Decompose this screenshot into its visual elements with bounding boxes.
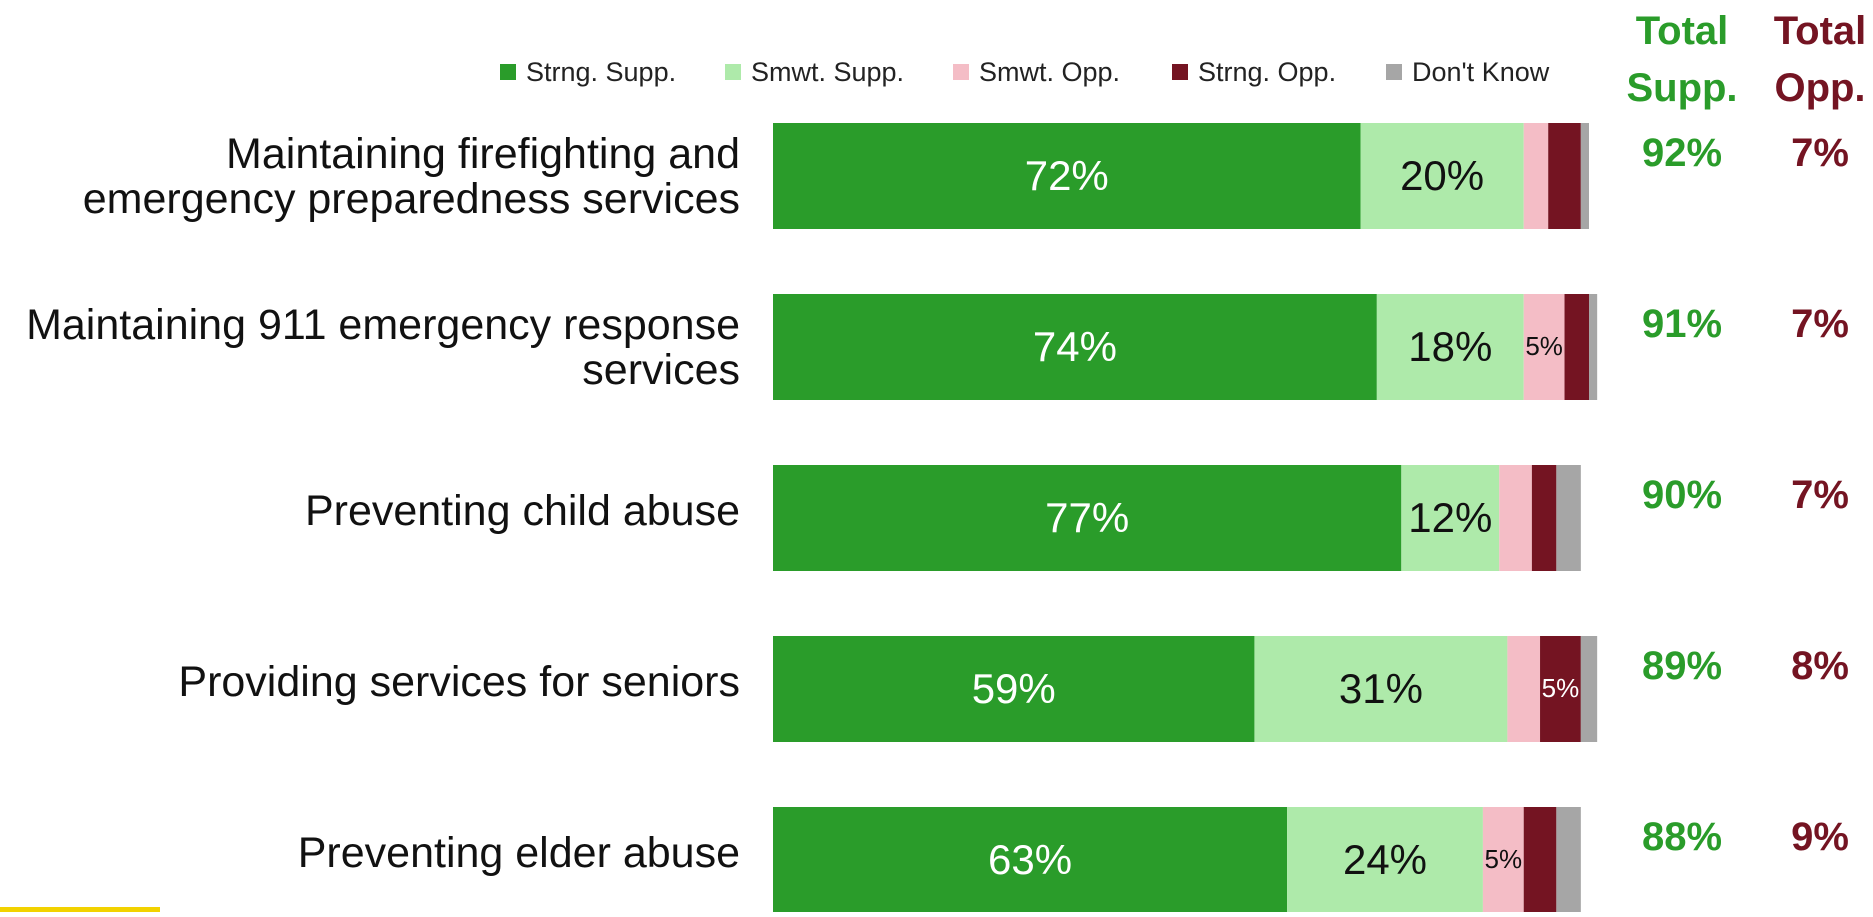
data-label: 18%	[1408, 323, 1492, 370]
legend-swatch	[500, 64, 516, 80]
total-oppose-value: 7%	[1791, 131, 1849, 175]
category-label: Maintaining 911 emergency response servic…	[26, 301, 740, 394]
total-oppose-header: Total	[1774, 9, 1867, 53]
bar-segment	[1523, 807, 1557, 913]
total-oppose-value: 7%	[1791, 302, 1849, 346]
total-oppose-value: 8%	[1791, 644, 1849, 688]
bar-segment	[1589, 294, 1598, 400]
total-support-header: Supp.	[1626, 66, 1737, 110]
accent-strip	[0, 907, 160, 912]
total-oppose-value: 9%	[1791, 815, 1849, 859]
bar-segment	[773, 123, 1361, 229]
category-label-line: Maintaining 911 emergency response	[26, 301, 740, 349]
data-label: 5%	[1525, 331, 1563, 361]
bar-segment	[1287, 807, 1483, 913]
category-label: Preventing elder abuse	[298, 829, 740, 877]
data-label: 31%	[1339, 665, 1423, 712]
bar-segment	[1401, 465, 1500, 571]
data-label: 24%	[1343, 836, 1427, 883]
bar-segment	[773, 465, 1402, 571]
total-oppose-header: Opp.	[1774, 66, 1865, 110]
legend-swatch	[953, 64, 969, 80]
bar-segment	[773, 807, 1288, 913]
legend-label: Strng. Opp.	[1198, 57, 1336, 87]
category-label-line: Maintaining firefighting and	[226, 130, 740, 178]
total-oppose-value: 7%	[1791, 473, 1849, 517]
legend-label: Strng. Supp.	[526, 57, 676, 87]
total-support-header: Total	[1636, 9, 1729, 53]
bar-segment	[1360, 123, 1524, 229]
bar-segment	[1564, 294, 1589, 400]
bar-segment	[1523, 294, 1565, 400]
bar-segment	[1556, 465, 1581, 571]
category-label-line: emergency preparedness services	[83, 175, 740, 223]
bar-segment	[1376, 294, 1524, 400]
data-label: 59%	[972, 665, 1056, 712]
category-label-line: services	[582, 346, 740, 394]
legend-swatch	[1172, 64, 1188, 80]
bar-segment	[1580, 636, 1598, 742]
legend-swatch	[725, 64, 741, 80]
bar-segment	[1556, 807, 1581, 913]
category-label: Preventing child abuse	[305, 487, 740, 535]
data-label: 72%	[1025, 152, 1109, 199]
bar-segment	[1254, 636, 1508, 742]
total-support-value: 90%	[1642, 473, 1722, 517]
bar-segment	[1548, 123, 1581, 229]
bar-segment	[773, 636, 1255, 742]
data-label: 63%	[988, 836, 1072, 883]
bar-segment	[1507, 636, 1541, 742]
category-label: Providing services for seniors	[178, 658, 740, 706]
legend-swatch	[1386, 64, 1402, 80]
legend-label: Smwt. Opp.	[979, 57, 1120, 87]
data-label: 74%	[1033, 323, 1117, 370]
total-support-value: 91%	[1642, 302, 1722, 346]
bar-segment	[1482, 807, 1524, 913]
total-support-value: 88%	[1642, 815, 1722, 859]
legend-label: Smwt. Supp.	[751, 57, 904, 87]
bar-segment	[1580, 123, 1589, 229]
bar-segment	[1523, 123, 1549, 229]
data-label: 20%	[1400, 152, 1484, 199]
category-label: Maintaining firefighting and emergency pr…	[83, 130, 740, 223]
data-label: 12%	[1408, 494, 1492, 541]
bar-segment	[1499, 465, 1532, 571]
data-label: 5%	[1485, 844, 1523, 874]
bar-segment	[773, 294, 1377, 400]
bar-segment	[1531, 465, 1557, 571]
data-label: 5%	[1542, 673, 1580, 703]
total-support-value: 92%	[1642, 131, 1722, 175]
legend-label: Don't Know	[1412, 57, 1550, 87]
bar-segment	[1540, 636, 1581, 742]
data-label: 77%	[1045, 494, 1129, 541]
total-support-value: 89%	[1642, 644, 1722, 688]
